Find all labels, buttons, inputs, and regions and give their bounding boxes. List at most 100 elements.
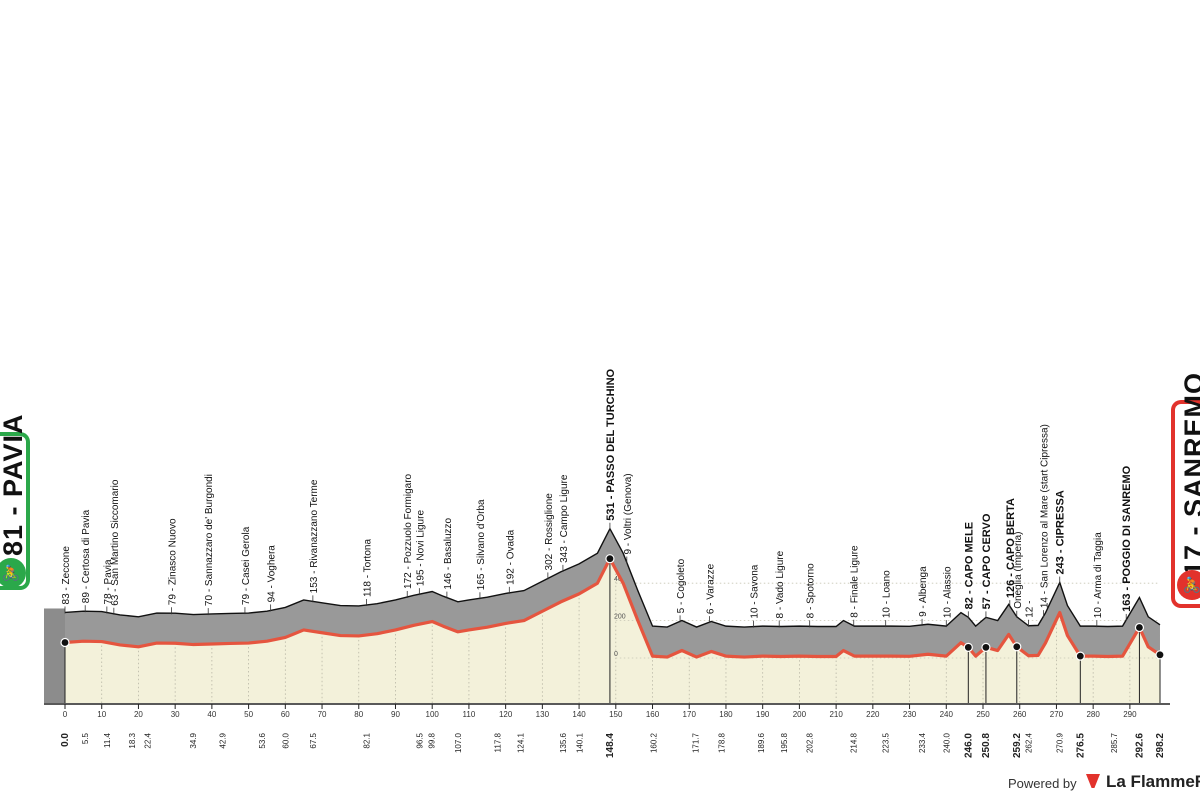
key-point-marker xyxy=(963,642,973,652)
distance-label: 34.9 xyxy=(189,732,198,748)
distance-axis: 0 10 20 30 40 50 60 70 80 90 100 110 120 130 140 150 160… xyxy=(44,703,1170,758)
distance-label: 233.4 xyxy=(918,732,927,753)
distance-label: 5.5 xyxy=(81,732,90,744)
x-tick-label: 120 xyxy=(499,710,513,719)
distance-label: 117.8 xyxy=(494,732,503,752)
x-tick-label: 170 xyxy=(683,710,697,719)
waypoint-label: 118 - Tortona xyxy=(362,539,373,597)
distance-label: 276.5 xyxy=(1075,733,1086,758)
distance-label: 160.2 xyxy=(649,732,658,753)
distance-label: 42.9 xyxy=(219,732,228,748)
start-label: 81 - PAVIA xyxy=(0,413,28,556)
waypoint-labels: 83 - Zeccone 89 - Certosa di Pavia 78 - Pa… xyxy=(61,368,1133,628)
ridge-line xyxy=(64,527,1161,628)
finish-badge: 17 - SANREMO 🚴 xyxy=(1171,372,1200,608)
distance-label: 214.8 xyxy=(850,732,859,753)
x-tick-label: 230 xyxy=(903,710,917,719)
x-tick-label: 250 xyxy=(976,710,990,719)
distance-label: 135.6 xyxy=(559,732,568,753)
waypoint-label: 343 - Campo Ligure xyxy=(559,474,570,563)
distance-label: 0.0 xyxy=(60,733,71,747)
waypoint-label: 78 - Pavia xyxy=(103,559,114,604)
flamme-rouge-logo-icon xyxy=(1086,774,1100,788)
waypoint-label: 9 - Voltri (Genova) xyxy=(623,473,634,554)
key-point-marker xyxy=(605,554,615,564)
distance-label: 96.5 xyxy=(415,732,424,748)
key-point-marker xyxy=(60,637,70,648)
x-tick-label: 210 xyxy=(829,710,843,719)
key-point-marker xyxy=(1155,650,1165,660)
waypoint-label: 243 - CIPRESSA xyxy=(1055,490,1067,574)
waypoint-label: 126 - CAPO BERTA xyxy=(1005,498,1017,598)
key-point-marker xyxy=(1012,642,1022,652)
distance-label: 53.6 xyxy=(258,732,267,748)
waypoint-label: 89 - Certosa di Pavia xyxy=(81,509,92,603)
terrain-layer xyxy=(60,527,1165,703)
distance-label: 298.2 xyxy=(1155,733,1166,758)
distance-label: 262.4 xyxy=(1025,732,1034,753)
elevation-tick-label: 200 xyxy=(614,614,626,621)
x-tick-label: 290 xyxy=(1123,710,1137,719)
x-tick-label: 0 xyxy=(63,710,68,719)
x-tick-label: 70 xyxy=(318,710,327,719)
waypoint-label: 57 - CAPO CERVO xyxy=(981,513,993,609)
powered-by-label: Powered by xyxy=(1008,776,1077,791)
x-tick-label: 160 xyxy=(646,710,660,719)
distance-label: 82.1 xyxy=(362,732,371,748)
waypoint-label: 10 - Savona xyxy=(750,564,761,618)
distance-label: 292.6 xyxy=(1134,733,1145,758)
x-tick-label: 270 xyxy=(1050,710,1064,719)
x-tick-label: 240 xyxy=(940,710,954,719)
brand-logo[interactable]: La FlammeRou xyxy=(1086,772,1200,792)
distance-label: 148.4 xyxy=(605,733,616,758)
waypoint-label: 172 - Pozzuolo Formigaro xyxy=(403,473,414,588)
x-tick-label: 220 xyxy=(866,710,880,719)
key-point-marker xyxy=(1134,622,1145,633)
waypoint-label: 8 - Finale Ligure xyxy=(850,545,861,618)
distance-label: 189.6 xyxy=(757,732,766,753)
x-tick-label: 90 xyxy=(391,710,400,719)
waypoint-label: 153 - Rivanazzano Terme xyxy=(309,479,320,593)
waypoint-label: Oneglia (Imperia) xyxy=(1013,532,1024,609)
waypoint-label: 10 - Arma di Taggia xyxy=(1093,532,1104,618)
distance-label: 140.1 xyxy=(575,732,584,753)
distance-label: 67.5 xyxy=(309,732,318,748)
x-tick-label: 150 xyxy=(609,710,623,719)
finish-label: 17 - SANREMO xyxy=(1179,371,1200,576)
distance-label: 250.8 xyxy=(981,733,992,758)
distance-label: 107.0 xyxy=(454,732,463,753)
waypoint-label: 14 - San Lorenzo al Mare (start Cipressa… xyxy=(1040,424,1051,608)
key-point-marker xyxy=(1075,651,1085,661)
cyclist-icon: 🚴 xyxy=(0,558,26,588)
x-tick-label: 140 xyxy=(572,710,586,719)
x-tick-label: 260 xyxy=(1013,710,1027,719)
distance-label: 240.0 xyxy=(942,732,951,753)
terrain-area xyxy=(65,528,1160,658)
x-tick-label: 200 xyxy=(793,710,807,719)
waypoint-label: 163 - POGGIO DI SANREMO xyxy=(1121,465,1133,612)
x-tick-label: 10 xyxy=(97,710,106,719)
waypoint-label: 82 - CAPO MELE xyxy=(963,522,975,609)
start-wall xyxy=(44,608,65,703)
x-tick-label: 110 xyxy=(463,710,476,719)
elevation-tick-label: 0 xyxy=(614,651,618,658)
ground-layer xyxy=(44,558,1160,703)
distance-label: 18.3 xyxy=(128,732,137,748)
start-badge: 81 - PAVIA 🚴 xyxy=(0,413,30,590)
waypoint-label: 94 - Voghera xyxy=(267,545,278,603)
waypoint-label: 531 - PASSO DEL TURCHINO xyxy=(605,368,617,520)
waypoint-label: 63 - San Martino Siccomario xyxy=(110,479,121,606)
distance-label: 178.8 xyxy=(718,732,727,753)
x-tick-label: 180 xyxy=(719,710,733,719)
waypoint-label: 8 - Spotorno xyxy=(806,563,817,618)
x-tick-label: 280 xyxy=(1086,710,1100,719)
waypoint-label: 146 - Basaluzzo xyxy=(443,517,454,589)
cyclist-icon: 🚴 xyxy=(1177,570,1200,600)
waypoint-label: 192 - Ovada xyxy=(505,529,516,584)
x-tick-label: 80 xyxy=(354,710,363,719)
waypoint-label: 10 - Loano xyxy=(882,570,893,618)
distance-label: 202.8 xyxy=(806,732,815,753)
x-tick-label: 30 xyxy=(171,710,180,719)
brand-name: La FlammeRou xyxy=(1106,772,1200,791)
x-tick-label: 50 xyxy=(244,710,253,719)
